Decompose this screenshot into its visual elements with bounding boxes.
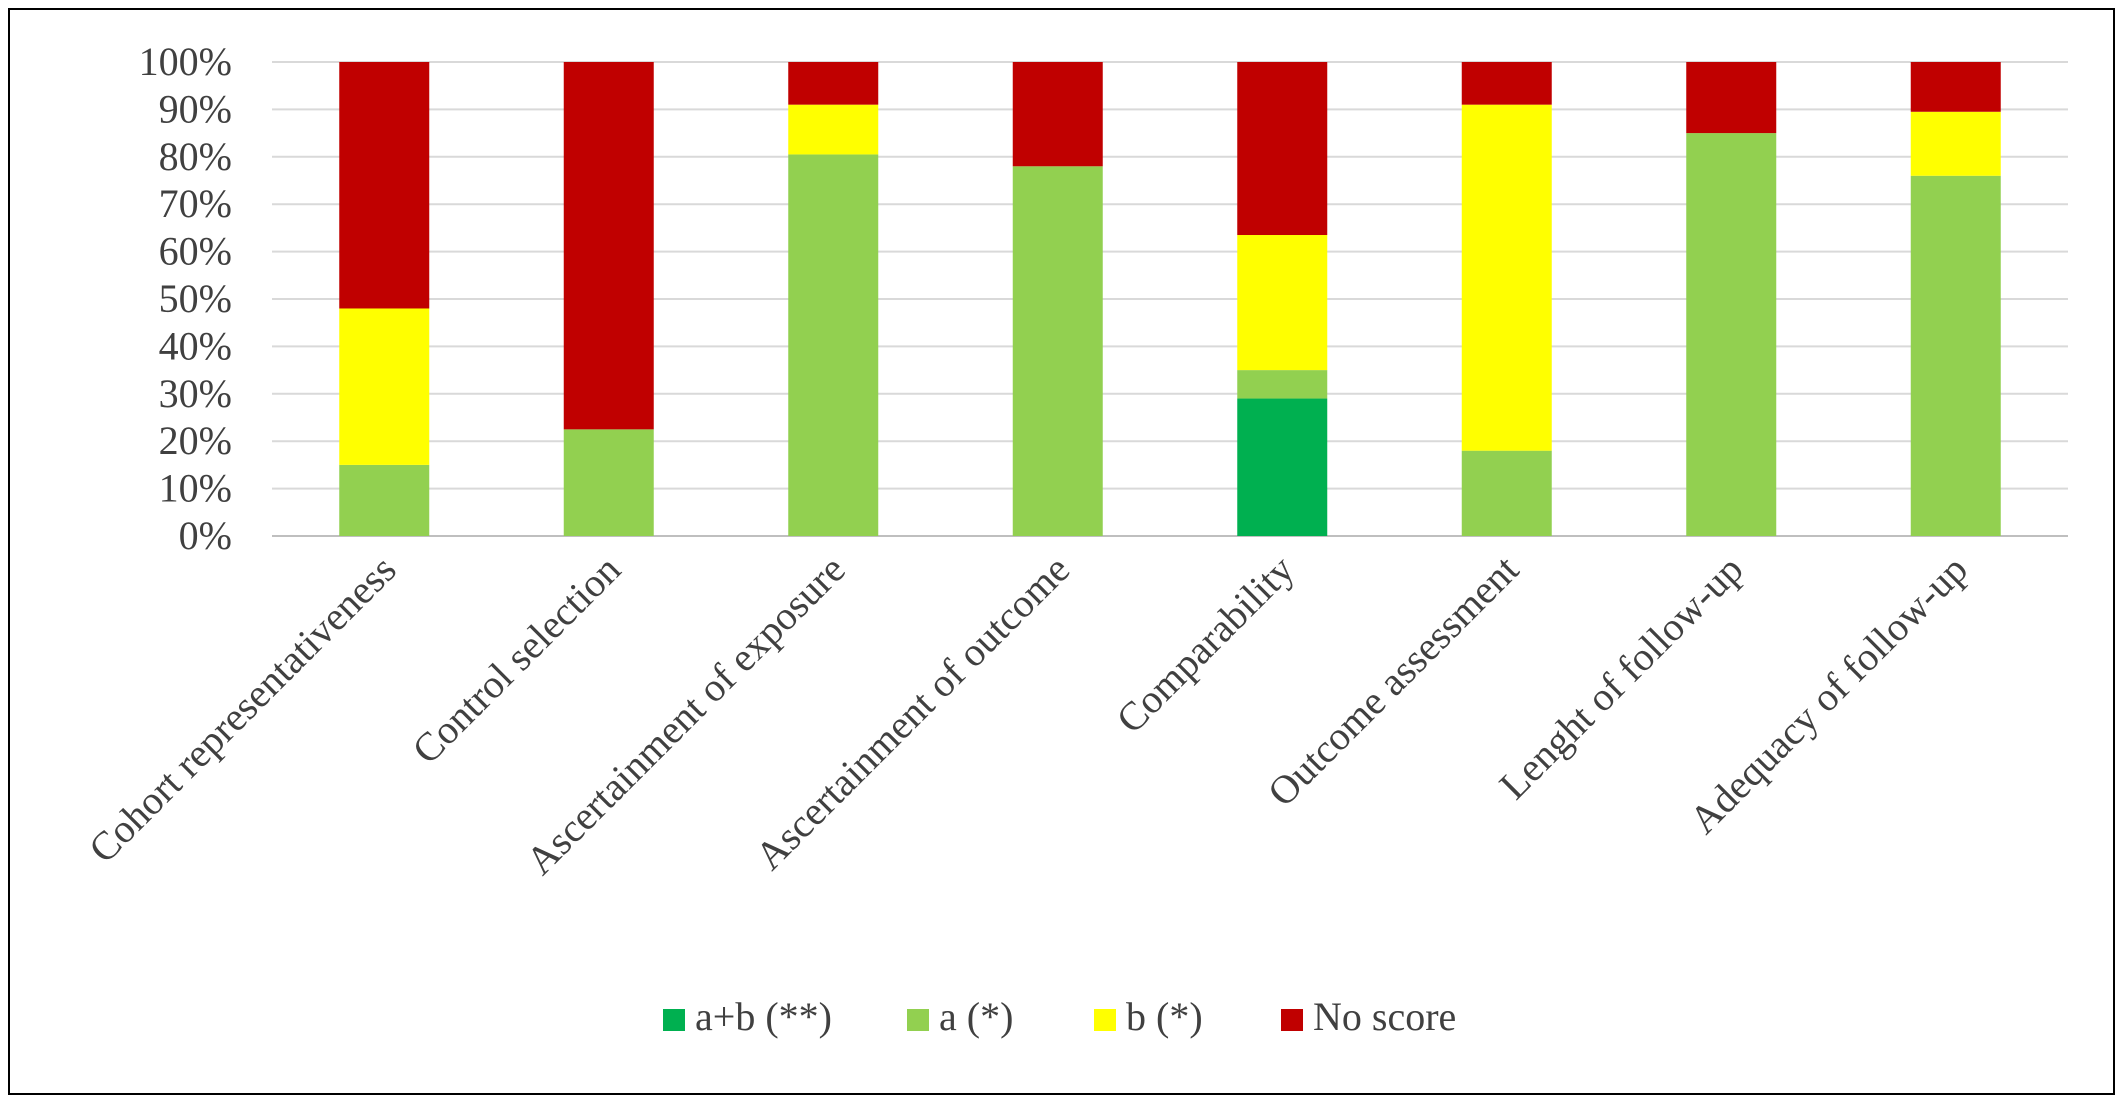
bar-segment [1910,111,2001,176]
x-tick-label: Cohort representativeness [80,547,405,872]
bar-segment [339,62,430,309]
bar-segment [1686,133,1777,536]
x-tick-label: Control selection [403,547,629,773]
bar-segment [1012,62,1103,167]
y-axis-ticks: 0%10%20%30%40%50%60%70%80%90%100% [139,39,232,558]
bar-segment [1461,62,1552,105]
bars [339,62,2001,536]
bar-segment [1461,450,1552,536]
bar-segment [1237,370,1328,399]
bar-segment [1237,62,1328,236]
bar-segment [1686,62,1777,134]
bar-segment [1461,104,1552,451]
legend-label: No score [1313,994,1456,1039]
bar-segment [1910,175,2001,536]
y-tick-label: 90% [159,86,232,131]
legend-label: a+b (**) [695,994,832,1039]
legend-swatch [663,1009,685,1031]
y-tick-label: 0% [179,513,232,558]
legend: a+b (**) a (*) b (*) No score [663,994,1456,1039]
bar-segment [1237,235,1328,371]
bar-segment [563,429,654,536]
chart-frame [8,8,2115,1095]
bar-segment [1910,62,2001,112]
y-tick-label: 30% [159,371,232,416]
bar-segment [339,308,430,465]
legend-label: a (*) [939,994,1013,1039]
x-tick-label: Comparability [1107,547,1302,742]
y-tick-label: 100% [139,39,232,84]
bar-segment [1237,398,1328,536]
bar-segment [563,62,654,430]
x-tick-label: Outcome assessment [1259,547,1527,815]
legend-swatch [1094,1009,1116,1031]
bar-segment [788,154,879,536]
bar-segment [339,464,430,536]
y-tick-label: 20% [159,418,232,463]
x-tick-label: Lenght of follow-up [1490,547,1751,808]
legend-label: b (*) [1126,994,1203,1039]
y-tick-label: 60% [159,229,232,274]
y-tick-label: 50% [159,276,232,321]
gridlines [272,61,2068,537]
legend-swatch [907,1009,929,1031]
y-tick-label: 40% [159,323,232,368]
y-tick-label: 70% [159,181,232,226]
bar-segment [1012,166,1103,536]
y-tick-label: 80% [159,134,232,179]
y-tick-label: 10% [159,466,232,511]
bar-segment [788,104,879,155]
bar-segment [788,62,879,105]
legend-swatch [1281,1009,1303,1031]
